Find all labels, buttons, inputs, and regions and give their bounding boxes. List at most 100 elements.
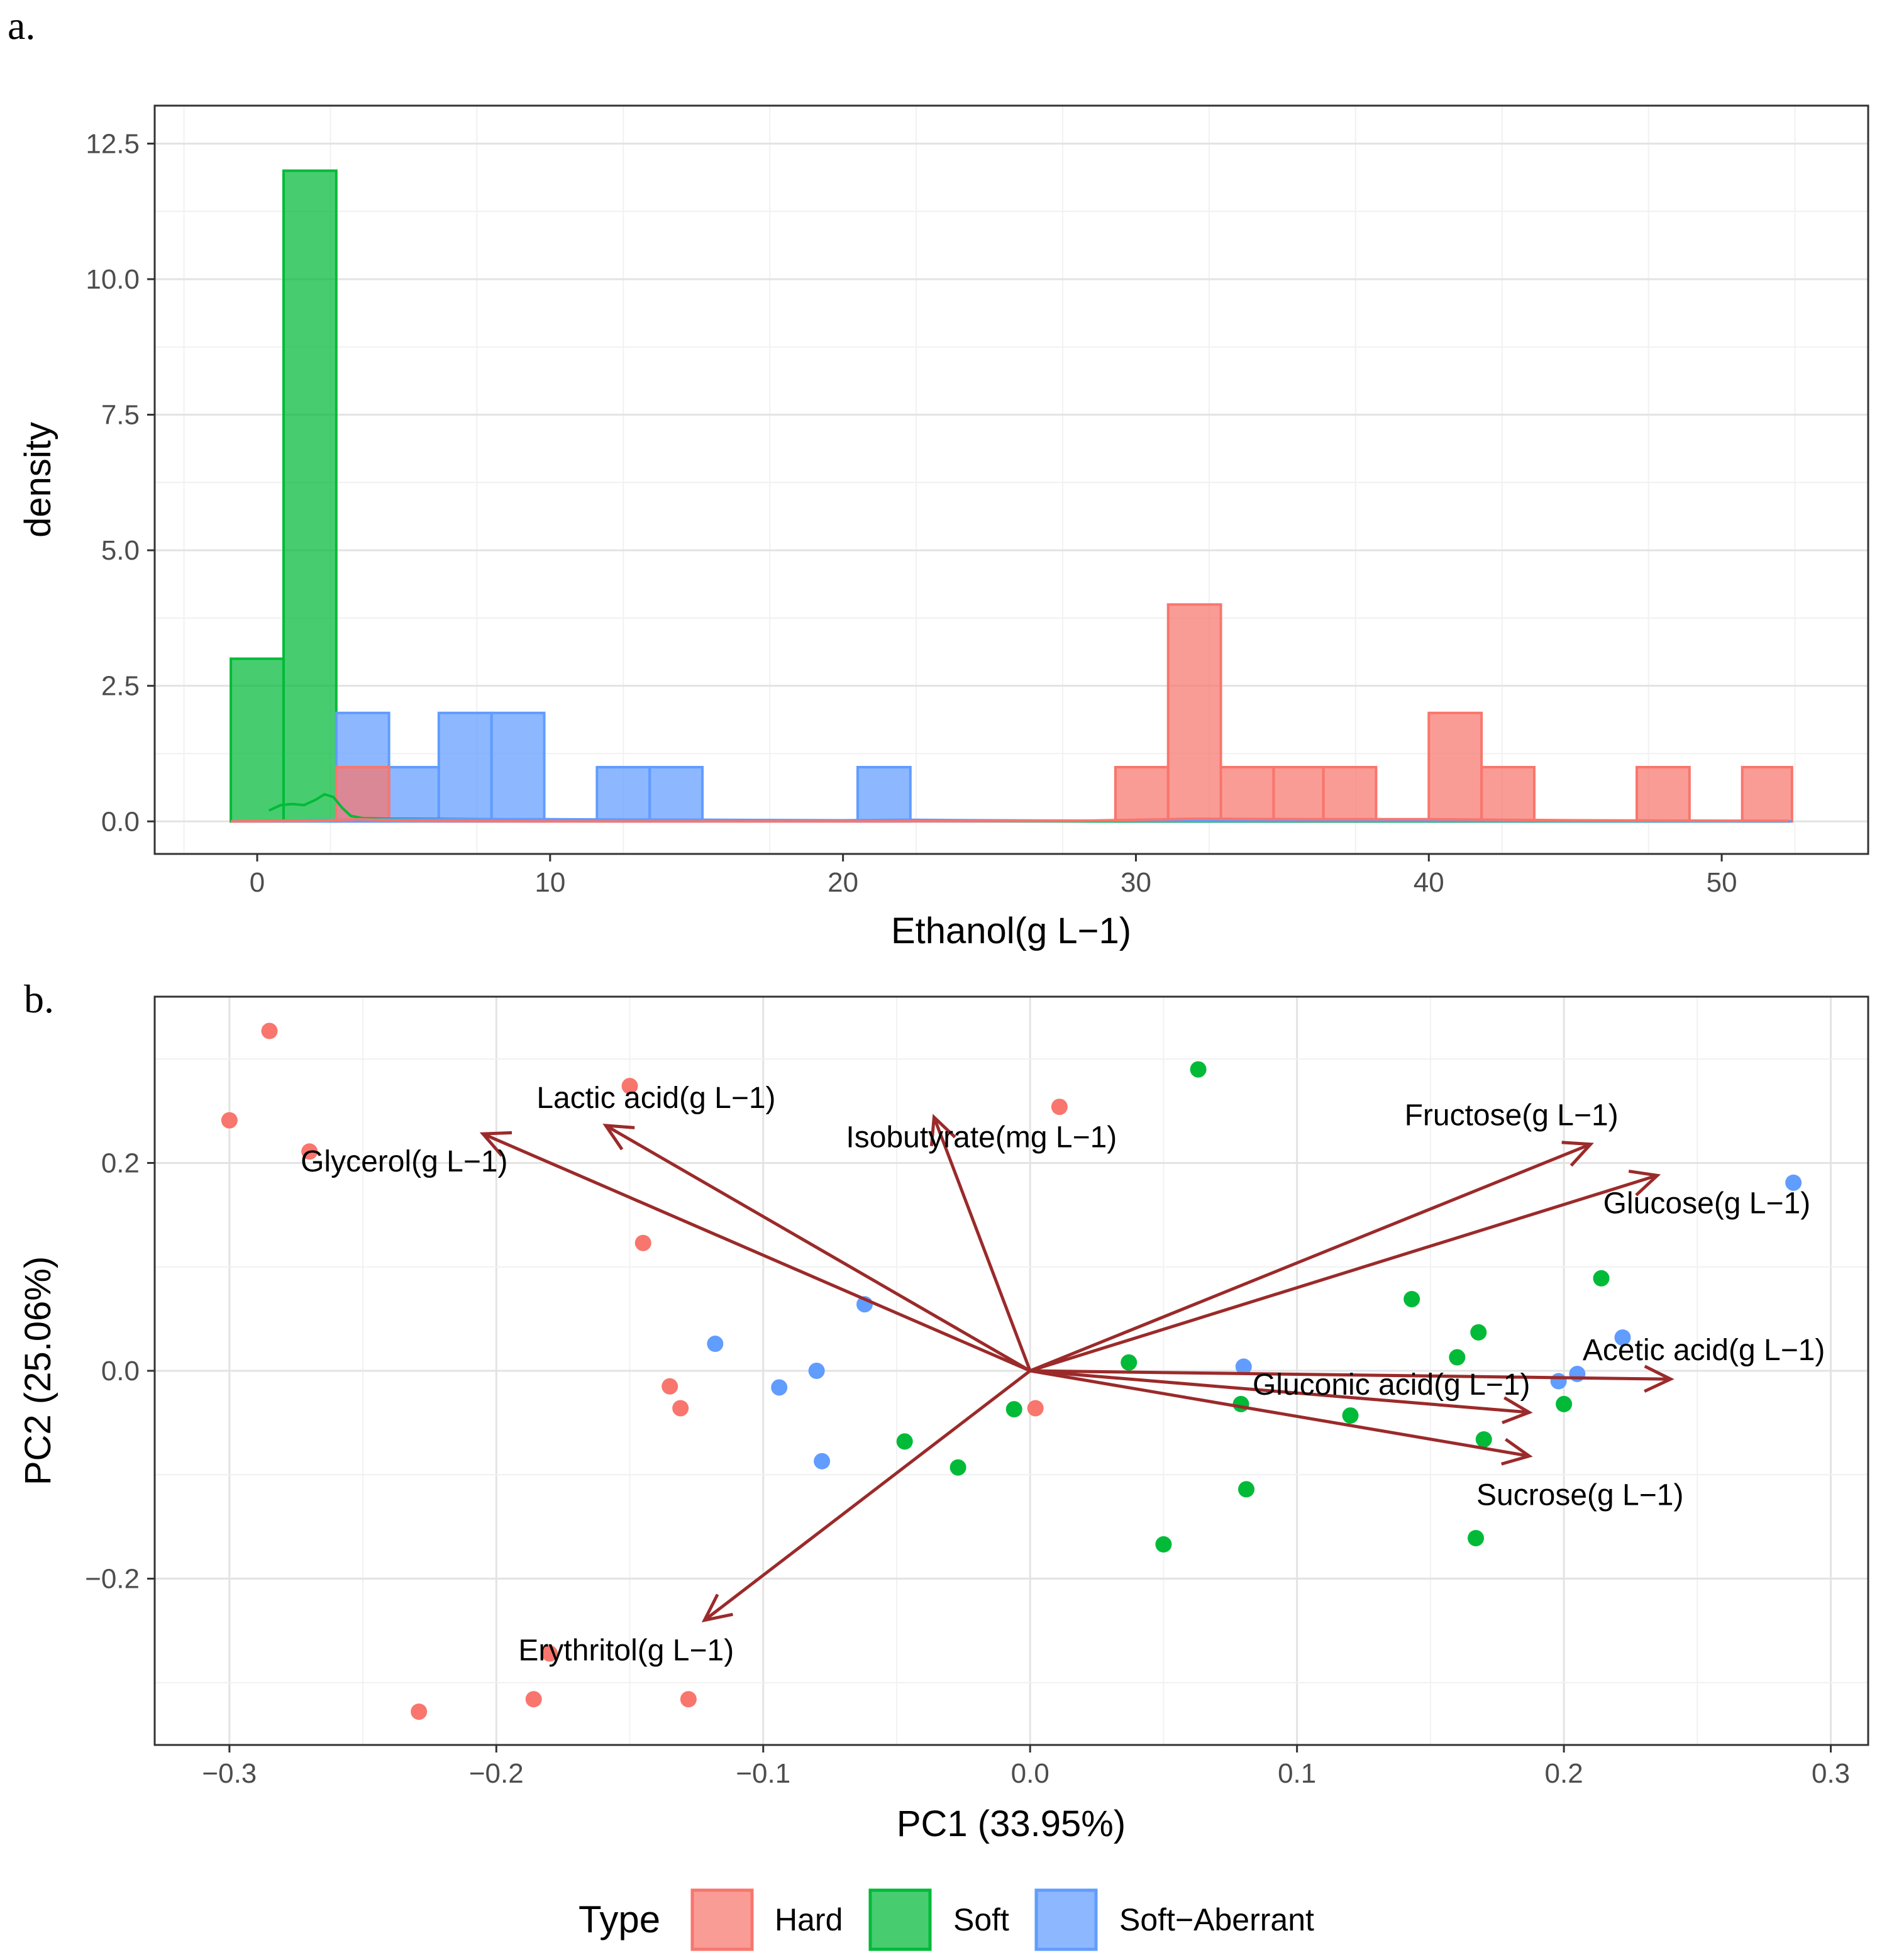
pca-x-axis-title: PC1 (33.95%) [897,1803,1126,1844]
histogram-density-curves [231,792,1790,823]
loading-arrow-glucose-g-l-1 [1029,1170,1661,1373]
hist-bar-soft-aberrant [387,766,440,823]
pca-loading-arrows [479,1114,1674,1623]
hist-bar-soft-aberrant [437,711,493,823]
pca-point-soft-aberrant [808,1363,825,1379]
pca-point-soft [949,1459,966,1476]
loading-label-lactic-acid-g-l-1: Lactic acid(g L−1) [536,1082,775,1115]
pca-y-axis-title: PC2 (25.06%) [18,1256,58,1485]
hist-y-tick-label: 7.5 [101,400,140,431]
pca-point-soft [1121,1354,1138,1371]
pca-point-hard [541,1645,558,1662]
pca-point-soft [896,1433,913,1450]
pca-point-hard [680,1691,697,1708]
density-curve-hard [231,817,1790,823]
pca-point-soft-aberrant [1614,1329,1631,1346]
loading-arrow-fructose-g-l-1 [1029,1141,1594,1373]
loading-arrow-sucrose-g-l-1 [1029,1369,1533,1466]
hist-bar-hard [1166,603,1222,823]
pca-point-soft-aberrant [771,1379,788,1396]
hist-bar-soft [282,169,338,823]
pca-point-hard [411,1703,428,1720]
pca-point-hard [1027,1400,1044,1417]
pca-x-tick-label: −0.1 [736,1758,790,1789]
hist-bar-soft-aberrant [490,711,546,823]
legend: Type Hard Soft Soft−Aberrant [578,1888,1314,1951]
hist-bar-hard [1114,766,1170,823]
legend-label-hard: Hard [775,1902,843,1937]
pca-point-soft-aberrant [1550,1373,1567,1390]
pca-point-soft-aberrant [814,1453,831,1470]
pca-point-hard [525,1691,542,1708]
pca-point-soft [1593,1270,1610,1287]
pca-y-tick-label: 0.2 [101,1148,140,1178]
pca-point-soft [1468,1530,1485,1547]
hist-bar-soft-aberrant [595,766,651,823]
pca-x-tick-label: 0.2 [1545,1758,1583,1789]
pca-point-soft [1475,1431,1492,1448]
loading-arrow-gluconic-acid-g-l-1 [1030,1369,1533,1424]
loading-label-acetic-acid-g-l-1: Acetic acid(g L−1) [1583,1334,1825,1367]
hist-bar-soft-aberrant [856,766,912,823]
legend-label-soft: Soft [953,1902,1009,1937]
pca-point-hard [1051,1099,1068,1116]
pca-point-hard [672,1400,689,1417]
hist-bar-hard [1480,766,1536,823]
hist-bar-hard [1322,766,1378,823]
hist-bar-hard [1219,766,1275,823]
histogram-y-axis-title: density [18,422,58,538]
pca-point-soft [1449,1349,1466,1366]
hist-x-tick-label: 10 [534,867,565,898]
legend-label-soft-aberrant: Soft−Aberrant [1119,1902,1314,1937]
pca-point-soft [1155,1536,1172,1553]
pca-point-hard [261,1022,278,1039]
hist-y-tick-label: 5.0 [101,535,140,566]
legend-key-soft-aberrant [1034,1888,1098,1951]
loading-label-sucrose-g-l-1: Sucrose(g L−1) [1476,1479,1684,1512]
hist-y-tick-label: 12.5 [86,128,140,159]
hist-bar-hard [1636,766,1691,823]
pca-point-soft [1470,1324,1487,1341]
legend-key-hard [690,1888,754,1951]
pca-point-hard [634,1234,651,1251]
hist-bar-soft-aberrant [648,766,704,823]
pca-loading-labels: Lactic acid(g L−1) Glycerol(g L−1) Isobuty… [301,1082,1825,1668]
pca-axis-ticks: −0.3 −0.2 −0.1 0.0 0.1 0.2 0.3 −0.2 0.0 0.2 [85,1148,1850,1789]
loading-label-glucose-g-l-1: Glucose(g L−1) [1603,1187,1811,1220]
pca-point-soft [1403,1290,1420,1307]
hist-x-tick-label: 50 [1707,867,1737,898]
pca-y-tick-label: 0.0 [101,1356,140,1387]
pca-point-soft [1190,1061,1207,1078]
panel-a-label: a. [8,3,35,48]
loading-label-glycerol-g-l-1: Glycerol(g L−1) [301,1145,507,1178]
pca-point-soft [1232,1395,1249,1412]
loading-label-gluconic-acid-g-l-1: Gluconic acid(g L−1) [1253,1368,1531,1402]
hist-x-tick-label: 30 [1121,867,1151,898]
hist-y-tick-label: 10.0 [86,264,140,295]
pca-point-soft-aberrant [1235,1358,1252,1375]
pca-point-hard [621,1078,638,1095]
loading-arrow-acetic-acid-g-l-1 [1030,1365,1674,1393]
pca-point-soft [1005,1401,1022,1418]
pca-point-hard [301,1143,318,1160]
loading-label-isobutyrate-mg-l-1: Isobutyrate(mg L−1) [846,1121,1117,1154]
loading-arrow-lactic-acid-g-l-1 [602,1124,1031,1373]
loading-label-erythritol-g-l-1: Erythritol(g L−1) [518,1634,734,1668]
hist-bar-soft [230,657,285,823]
pca-x-tick-label: 0.1 [1278,1758,1316,1789]
pca-x-tick-label: 0.0 [1011,1758,1049,1789]
pca-point-hard [661,1378,678,1395]
histogram-axis-ticks: 0 10 20 30 40 50 0.0 2.5 5.0 7.5 10.0 12.5 [86,128,1737,898]
loading-label-fructose-g-l-1: Fructose(g L−1) [1405,1099,1619,1132]
pca-y-tick-label: −0.2 [85,1564,140,1595]
loading-arrow-glycerol-g-l-1 [479,1131,1031,1373]
hist-y-tick-label: 2.5 [101,671,140,702]
hist-bar-hard [1427,711,1483,823]
pca-point-hard [221,1112,238,1129]
histogram-bars [230,169,1793,823]
pca-point-soft [1556,1395,1573,1412]
histogram-x-axis-title: Ethanol(g L−1) [891,911,1131,951]
loading-arrow-erythritol-g-l-1 [701,1370,1031,1623]
panel-b-label: b. [24,977,54,1021]
